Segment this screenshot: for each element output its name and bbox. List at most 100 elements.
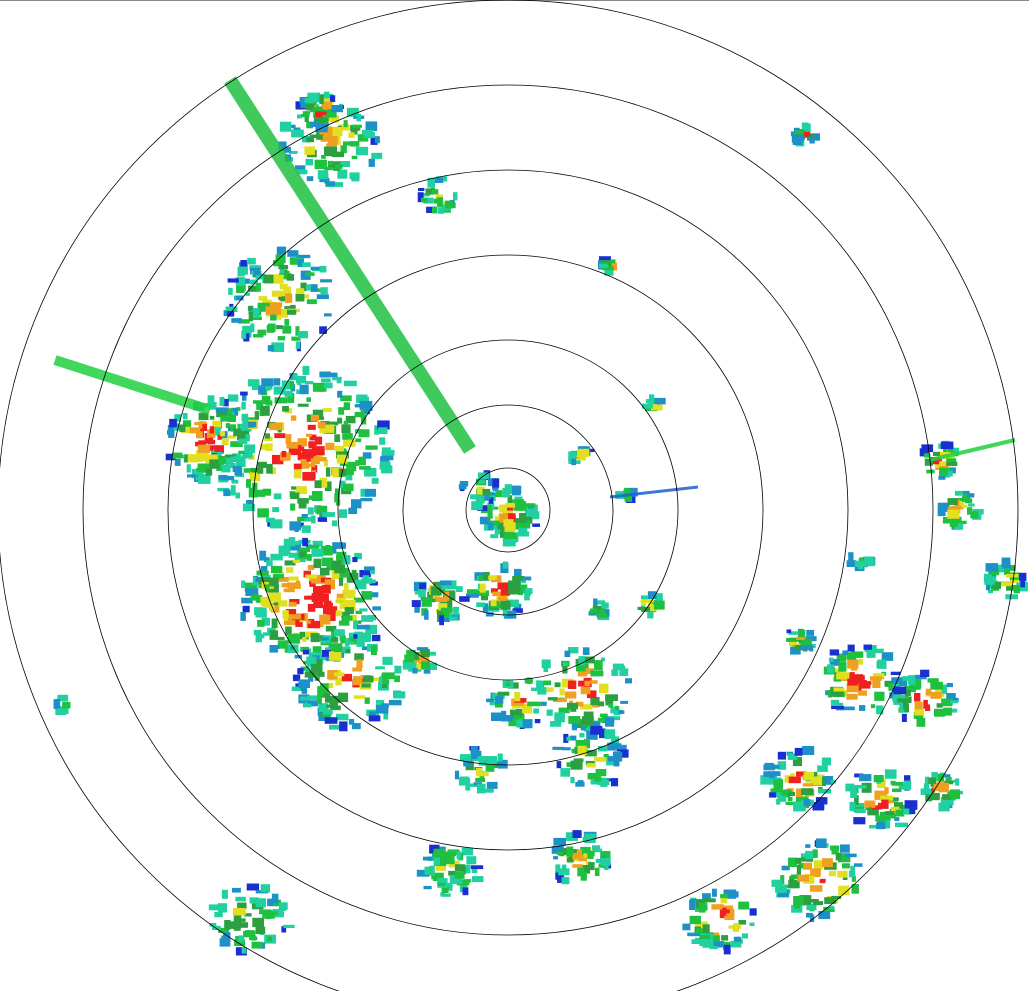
echo-cell: [899, 678, 908, 687]
echo-cell: [483, 572, 490, 581]
echo-cell: [382, 449, 395, 456]
echo-cell: [295, 288, 305, 294]
echo-cell: [881, 799, 889, 809]
echo-cell: [604, 861, 609, 871]
echo-cell: [934, 708, 946, 717]
echo-cell: [339, 721, 348, 732]
echo-cell: [466, 593, 479, 598]
echo-cell: [502, 561, 508, 569]
echo-cell: [947, 498, 958, 505]
echo-cell: [492, 478, 500, 488]
echo-cell: [245, 503, 255, 512]
echo-cell: [711, 904, 724, 910]
echo-cell: [789, 875, 795, 884]
echo-cell: [243, 468, 253, 473]
echo-cell: [562, 663, 568, 674]
echo-cell: [838, 661, 847, 672]
echo-cell: [231, 407, 239, 416]
echo-cell: [587, 851, 595, 857]
echo-cell: [253, 629, 262, 636]
echo-cell: [272, 507, 280, 513]
echo-cell: [863, 644, 872, 650]
echo-cell: [294, 523, 299, 532]
echo-cell: [221, 438, 229, 445]
echo-cell: [703, 898, 716, 903]
echo-cell: [252, 308, 260, 318]
echo-cell: [792, 757, 802, 767]
echo-cell: [985, 582, 991, 591]
echo-cell: [723, 889, 737, 899]
echo-cell: [786, 629, 792, 634]
echo-cell: [819, 879, 826, 884]
echo-cell: [273, 602, 283, 606]
echo-cell: [334, 643, 343, 653]
echo-cell: [283, 588, 295, 593]
echo-cell: [198, 421, 206, 431]
echo-cell: [276, 636, 285, 640]
echo-cell: [964, 498, 973, 504]
echo-cell: [296, 169, 308, 175]
echo-cell: [272, 454, 284, 465]
echo-cell: [341, 424, 351, 433]
echo-cell: [256, 489, 266, 497]
echo-cell: [258, 296, 268, 301]
echo-cell: [781, 865, 790, 871]
echo-cell: [801, 857, 809, 862]
echo-cell: [349, 637, 358, 645]
echo-cell: [872, 673, 885, 679]
echo-cell: [798, 874, 810, 882]
echo-cell: [269, 422, 283, 431]
echo-cell: [322, 635, 332, 640]
echo-cell: [926, 469, 935, 474]
echo-cell: [279, 121, 292, 132]
echo-cell: [585, 668, 594, 675]
echo-cell: [570, 706, 577, 712]
echo-cell: [695, 921, 708, 930]
echo-cell: [593, 598, 598, 609]
echo-cell: [289, 150, 298, 154]
echo-cell: [567, 680, 577, 689]
echo-cell: [563, 847, 568, 855]
echo-cell: [283, 616, 289, 621]
echo-cell: [456, 851, 462, 860]
echo-cell: [209, 459, 220, 469]
echo-cell: [767, 771, 781, 777]
echo-cell: [892, 788, 902, 792]
echo-cell: [324, 692, 331, 703]
echo-cell: [569, 735, 577, 741]
echo-cell: [359, 608, 368, 612]
echo-cell: [305, 272, 315, 276]
echo-cell: [231, 318, 242, 323]
echo-cell: [416, 869, 430, 877]
echo-cell: [946, 697, 959, 703]
echo-cell: [485, 522, 494, 531]
echo-cell: [291, 486, 301, 490]
echo-cell: [302, 262, 311, 267]
echo-cell: [220, 431, 225, 437]
echo-cell: [301, 687, 308, 694]
echo-cell: [230, 441, 243, 447]
echo-cell: [402, 659, 413, 670]
echo-cell: [431, 189, 439, 195]
echo-cell: [518, 527, 528, 533]
echo-cell: [262, 488, 272, 496]
echo-cell: [504, 522, 516, 532]
echo-cell: [947, 470, 953, 477]
echo-cell: [284, 319, 290, 326]
echo-cell: [803, 862, 812, 870]
echo-cell: [375, 666, 385, 670]
echo-cell: [470, 750, 482, 759]
echo-cell: [235, 922, 248, 928]
echo-cell: [371, 477, 379, 484]
echo-cell: [462, 887, 469, 896]
echo-cell: [884, 819, 891, 829]
echo-cell: [568, 647, 579, 654]
echo-cell: [497, 596, 507, 602]
echo-cell: [336, 554, 346, 561]
echo-cell: [942, 516, 953, 524]
echo-cell: [848, 870, 856, 878]
echo-cell: [238, 935, 245, 943]
echo-cell: [269, 645, 280, 649]
echo-cell: [859, 774, 872, 782]
